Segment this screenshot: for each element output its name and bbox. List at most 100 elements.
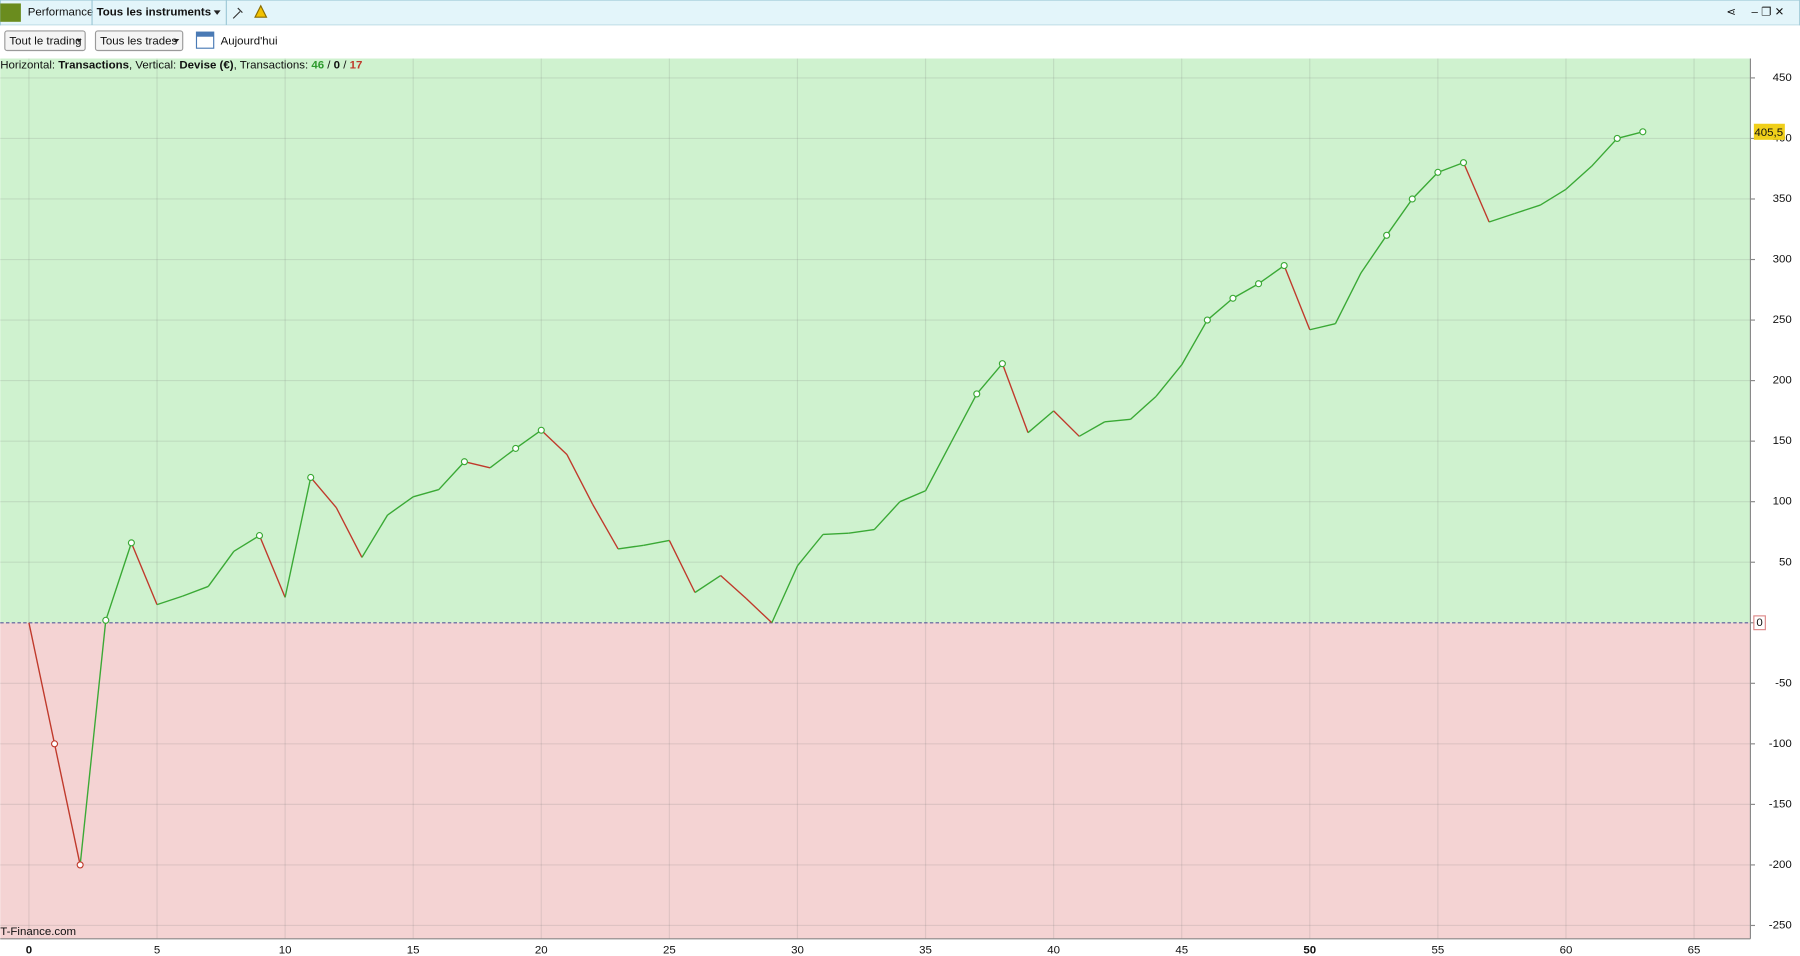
line-segment (566, 454, 594, 505)
calendar-icon-top (196, 32, 214, 37)
line-segment (335, 507, 363, 558)
info-t-label: , Transactions: (234, 59, 309, 71)
point-marker (50, 740, 59, 748)
point-marker (127, 539, 135, 547)
y-tick-label: 150 (1773, 435, 1792, 447)
x-tick-label: 55 (1432, 944, 1445, 956)
line-segment (156, 595, 183, 606)
line-segment (1411, 171, 1439, 200)
line-segment (1130, 395, 1157, 420)
line-segment (823, 532, 849, 536)
point-marker (255, 532, 264, 540)
line-segment (873, 501, 901, 530)
point-marker (1613, 134, 1621, 143)
plot: 0 5 10 15 20 25 30 35 40 45 50 55 60 65 -250 -200 -150 -1… (0, 58, 1792, 956)
line-segment (1309, 323, 1336, 331)
point-marker (537, 426, 545, 434)
point-marker (1229, 294, 1237, 302)
line-segment (1591, 137, 1618, 167)
x-tick-label: 35 (919, 944, 932, 956)
y-tick-label: -200 (1769, 859, 1792, 871)
point-marker (102, 616, 110, 624)
line-segment (489, 447, 517, 469)
line-segment (1232, 283, 1259, 299)
line-segment (643, 539, 670, 546)
line-segment (258, 535, 286, 598)
trading-label: Tout le trading (9, 35, 81, 47)
line-segment (694, 574, 721, 594)
y-tick-label: 0 (1756, 617, 1762, 629)
line-segment (207, 550, 235, 587)
y-tick-label: 50 (1779, 556, 1792, 568)
line-segment (1514, 204, 1541, 215)
y-tick-label: -50 (1775, 677, 1792, 689)
trades-select[interactable] (94, 30, 184, 52)
x-tick-label: 45 (1175, 944, 1188, 956)
x-tick-label: 65 (1688, 944, 1701, 956)
line-segment (745, 598, 773, 624)
point-marker (973, 390, 981, 398)
x-tick-label: 10 (279, 944, 292, 956)
x-tick-label: 20 (535, 944, 548, 956)
point-marker (76, 861, 84, 869)
line-segment (515, 429, 542, 449)
line-segment (387, 496, 414, 516)
line-segment (1027, 410, 1055, 434)
warning-icon[interactable] (254, 4, 268, 18)
trading-select[interactable] (4, 30, 86, 52)
y-tick-label: 300 (1773, 254, 1792, 266)
point-marker (1639, 128, 1647, 136)
line-segment (310, 477, 337, 509)
y-tick-label: 250 (1773, 314, 1792, 326)
info-v-label: , Vertical: (129, 59, 176, 71)
info-v-value: Devise (€) (179, 59, 233, 71)
y-tick-label: 100 (1773, 496, 1792, 508)
line-segment (105, 542, 133, 621)
line-segment (1258, 265, 1285, 285)
line-segment (182, 585, 209, 597)
point-marker (1383, 231, 1391, 239)
x-tick-label: 50 (1303, 944, 1316, 956)
y-tick-label: 200 (1773, 375, 1792, 387)
line-segment (1539, 188, 1567, 206)
x-tick-label: 40 (1047, 944, 1060, 956)
line-segment (1283, 265, 1311, 331)
line-segment (1462, 162, 1490, 223)
date-label[interactable]: Aujourd'hui (221, 35, 278, 47)
share-icon[interactable]: ⋖ (1726, 7, 1736, 19)
point-marker (307, 473, 315, 482)
line-segment (796, 533, 824, 567)
tab-performance[interactable]: Performance (28, 7, 94, 19)
line-segment (1617, 131, 1643, 140)
line-segment (976, 363, 1003, 395)
trades-label: Tous les trades (100, 35, 177, 47)
negative-zone (0, 622, 1751, 939)
window-controls[interactable]: – ❐ ✕ (1752, 7, 1785, 19)
line-segment (1053, 410, 1080, 437)
info-h-label: Horizontal: (0, 59, 55, 71)
line-segment (1437, 162, 1464, 173)
line-segment (284, 477, 312, 598)
line-segment (1078, 421, 1106, 437)
line-segment (1104, 418, 1131, 423)
line-segment (1565, 165, 1593, 190)
line-segment (1360, 234, 1388, 274)
line-segment (720, 575, 747, 600)
point-marker (1434, 168, 1442, 176)
demo-icon (0, 3, 21, 22)
toolbar (0, 25, 1800, 59)
line-segment (1334, 272, 1362, 325)
positive-zone (0, 58, 1751, 623)
y-tick-label: -150 (1769, 798, 1792, 810)
info-h-value: Transactions (58, 59, 129, 71)
last-value-label: 405,5 (1754, 127, 1783, 139)
instruments-menu[interactable]: Tous les instruments (97, 7, 211, 19)
dropdown-arrow (213, 10, 221, 15)
point-marker (998, 360, 1006, 368)
settings-icon[interactable] (232, 7, 243, 19)
line-segment (1155, 364, 1183, 397)
x-tick-label: 0 (26, 944, 32, 956)
info-sep: / (343, 59, 347, 71)
line-segment (28, 622, 56, 744)
line-segment (79, 620, 107, 865)
